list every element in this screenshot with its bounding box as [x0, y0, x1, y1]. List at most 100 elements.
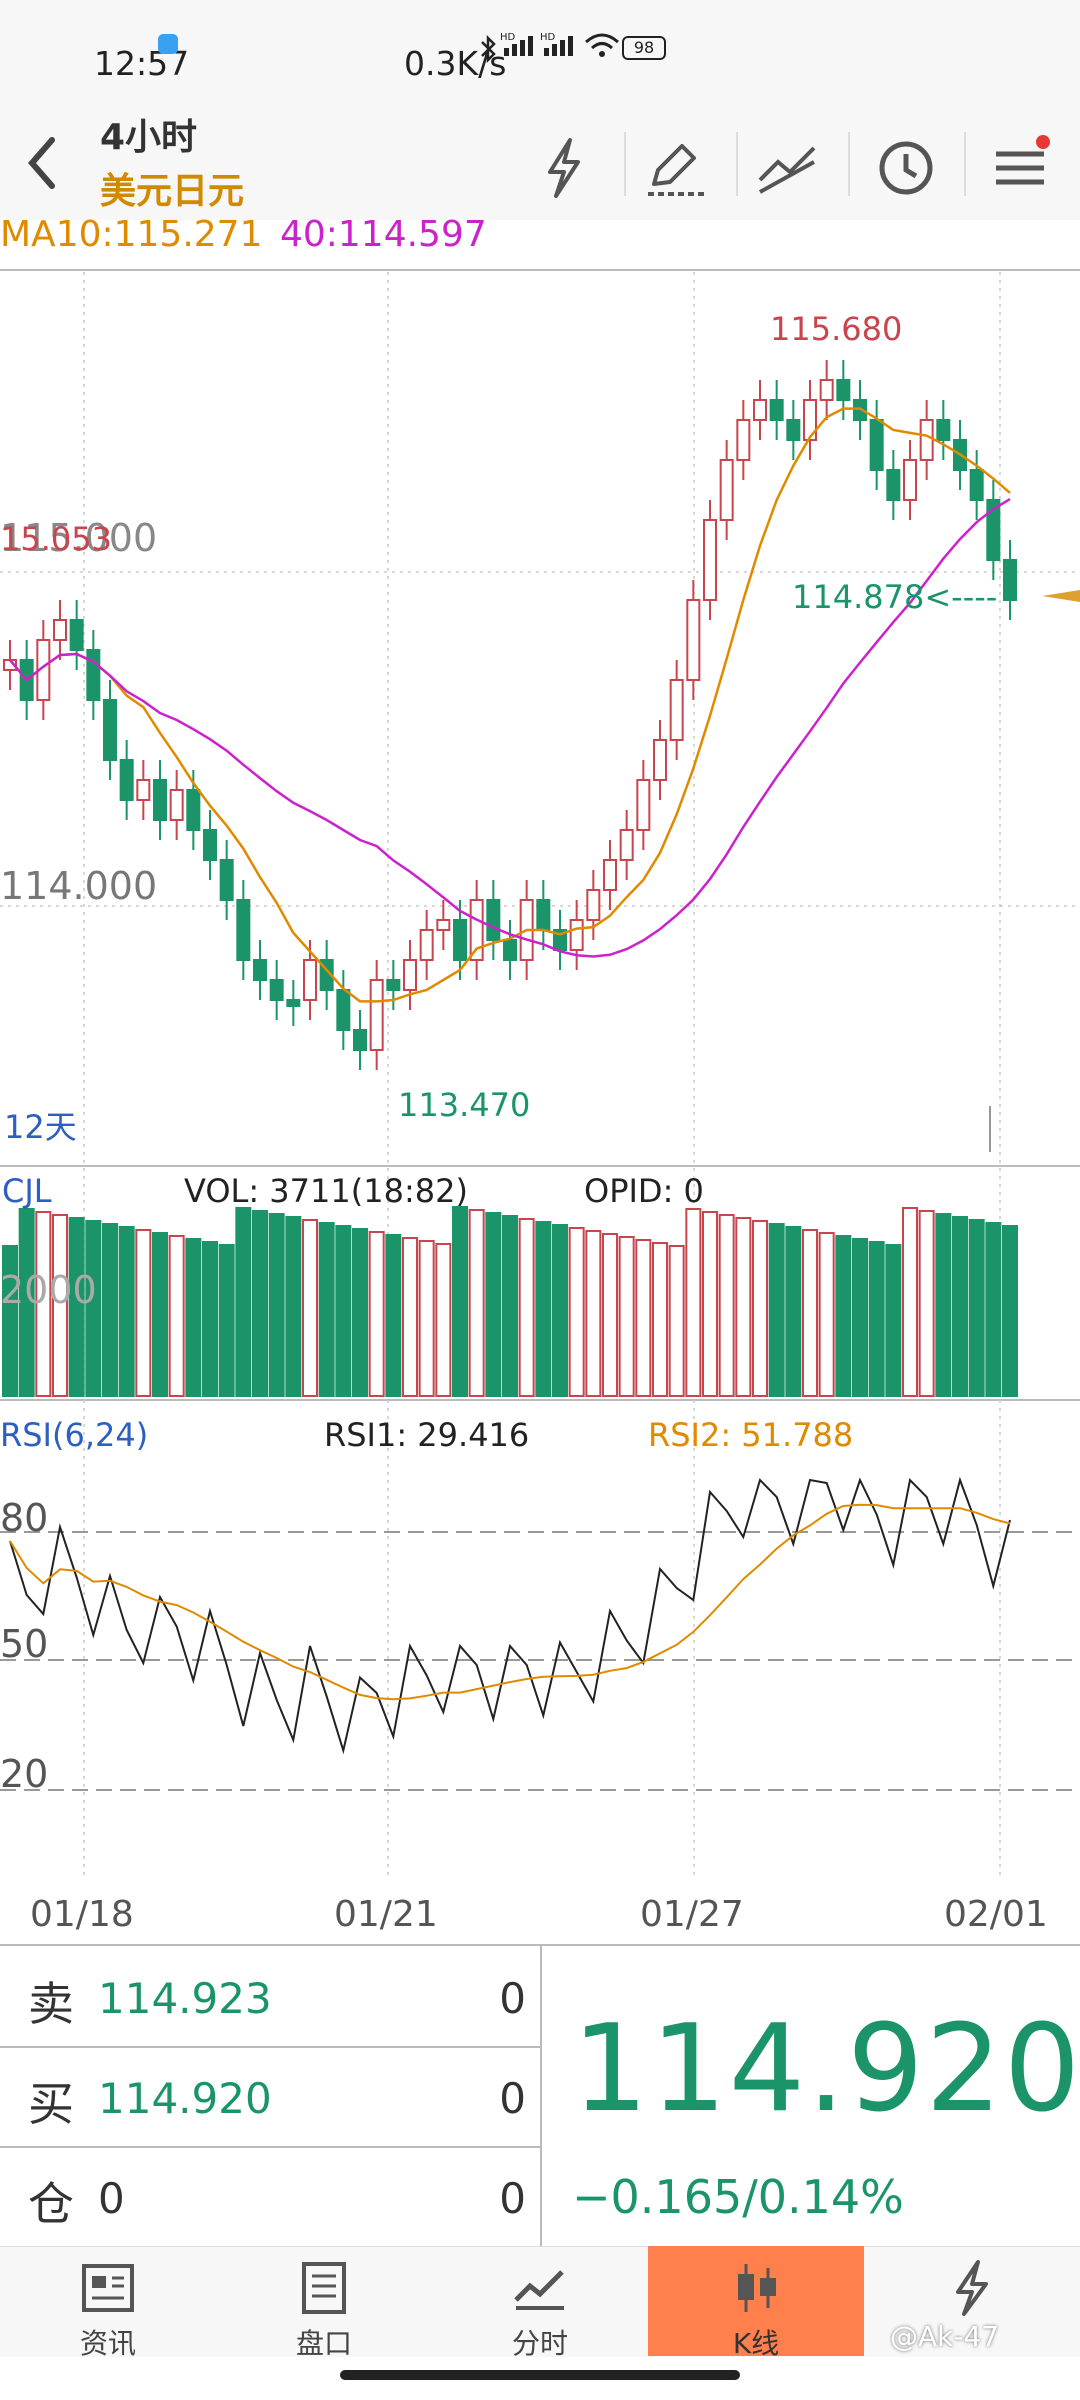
flash-order-icon[interactable]	[524, 128, 604, 208]
position-qty: 0	[499, 2174, 526, 2223]
volume-bar	[568, 1227, 585, 1397]
volume-title: CJL	[2, 1172, 52, 1210]
candle-body	[669, 679, 684, 741]
home-indicator[interactable]	[340, 2370, 740, 2380]
volume-bar	[602, 1233, 618, 1397]
volume-bar	[35, 1211, 52, 1397]
candle-body	[1003, 559, 1017, 601]
candle-body	[253, 959, 267, 981]
candle-body	[103, 699, 117, 761]
volume-bar	[2, 1245, 18, 1397]
volume-bar	[418, 1240, 435, 1397]
opid-value: OPID: 0	[584, 1172, 704, 1210]
tab-kline[interactable]: K线	[648, 2246, 864, 2360]
flash-icon	[956, 2260, 988, 2316]
trendline-icon[interactable]	[748, 128, 828, 208]
volume-bar	[468, 1209, 485, 1397]
candle-body	[303, 959, 317, 1001]
volume-bar	[718, 1214, 735, 1397]
rsi1-value: RSI1: 29.416	[324, 1416, 530, 1454]
symbol-name[interactable]: 美元日元	[100, 171, 245, 212]
volume-bar	[218, 1244, 235, 1397]
divider	[964, 132, 966, 196]
low-price-label: 113.470	[398, 1086, 531, 1124]
tab-timeshare[interactable]: 分时	[432, 2246, 648, 2360]
candle-body	[803, 399, 817, 441]
candle-body	[919, 419, 934, 461]
candle-body	[486, 899, 501, 941]
volume-bar	[752, 1220, 768, 1397]
rsi-y-tick-20: 20	[0, 1752, 49, 1796]
volume-bar	[652, 1242, 668, 1397]
volume-bar	[302, 1219, 318, 1397]
candle-body	[719, 459, 734, 521]
chart-period[interactable]: 4小时	[100, 117, 198, 158]
candle-body	[769, 399, 784, 421]
candle-body	[186, 789, 201, 831]
volume-bar	[368, 1231, 385, 1397]
volume-bar	[102, 1223, 118, 1397]
volume-value: VOL: 3711(18:82)	[184, 1172, 468, 1210]
candle-body	[153, 779, 167, 821]
volume-bar	[452, 1206, 468, 1397]
volume-bar	[918, 1210, 935, 1397]
back-icon[interactable]	[18, 128, 68, 198]
volume-bar	[768, 1223, 785, 1397]
candle-body	[586, 889, 601, 921]
tab-news-label: 资讯	[79, 2327, 136, 2360]
candle-body	[469, 899, 484, 961]
volume-bar	[585, 1230, 602, 1397]
volume-bar	[252, 1210, 268, 1397]
volume-bar	[68, 1217, 85, 1397]
candle-body	[969, 469, 984, 501]
volume-bar	[235, 1207, 252, 1397]
ma10-line	[9, 407, 1011, 1003]
candle-body	[136, 779, 151, 801]
tab-timeshare-label: 分时	[511, 2327, 568, 2360]
tab-flash[interactable]	[864, 2246, 1080, 2356]
svg-text:HD: HD	[500, 32, 516, 43]
tab-orderbook[interactable]: 盘口	[216, 2246, 432, 2360]
volume-bar	[968, 1219, 985, 1397]
price-change: −0.165/0.14%	[572, 2170, 904, 2224]
ask-row[interactable]: 卖 114.923 0	[0, 1946, 542, 2048]
candle-body	[536, 899, 551, 931]
clock-icon[interactable]	[866, 128, 946, 208]
candle-body	[653, 739, 667, 781]
ma40-value: 40:114.597	[279, 214, 487, 255]
ask-price: 114.923	[98, 1974, 272, 2023]
bid-row[interactable]: 买 114.920 0	[0, 2046, 542, 2148]
candle-body	[619, 829, 634, 861]
candle-body	[236, 899, 251, 961]
volume-bar	[502, 1215, 518, 1397]
volume-bar	[852, 1238, 868, 1397]
candle-body	[286, 999, 301, 1007]
volume-bar	[735, 1217, 752, 1397]
timeshare-icon	[514, 2270, 564, 2310]
volume-bar	[618, 1236, 635, 1397]
left-high-label: 15.053	[0, 520, 112, 558]
candle-body	[686, 599, 701, 681]
position-row[interactable]: 仓 0 0	[0, 2146, 542, 2248]
candle-body	[53, 619, 67, 641]
candlestick-chart[interactable]	[0, 268, 1080, 1878]
candle-body	[986, 499, 1001, 561]
volume-y-tick: 2000	[0, 1268, 97, 1312]
ma10-value: MA10:115.271	[0, 214, 263, 255]
signal-icon-2: HD	[540, 32, 573, 56]
candle-body	[753, 399, 767, 421]
divider	[624, 132, 626, 196]
tab-news[interactable]: 资讯	[0, 2246, 216, 2360]
candle-body	[836, 379, 851, 401]
tab-kline-label: K线	[732, 2327, 780, 2360]
volume-bar	[885, 1244, 902, 1397]
draw-pen-icon[interactable]	[636, 128, 716, 208]
volume-bar	[685, 1208, 702, 1397]
menu-icon[interactable]	[982, 128, 1062, 208]
candle-body	[903, 459, 917, 501]
volume-bar	[668, 1245, 685, 1397]
last-price-marker: 114.878<----	[792, 578, 998, 616]
quote-panel: 卖 114.923 0 买 114.920 0 仓 0 0	[0, 1944, 1080, 2248]
x-date-4: 02/01	[944, 1894, 1048, 1935]
volume-bar	[835, 1235, 852, 1397]
